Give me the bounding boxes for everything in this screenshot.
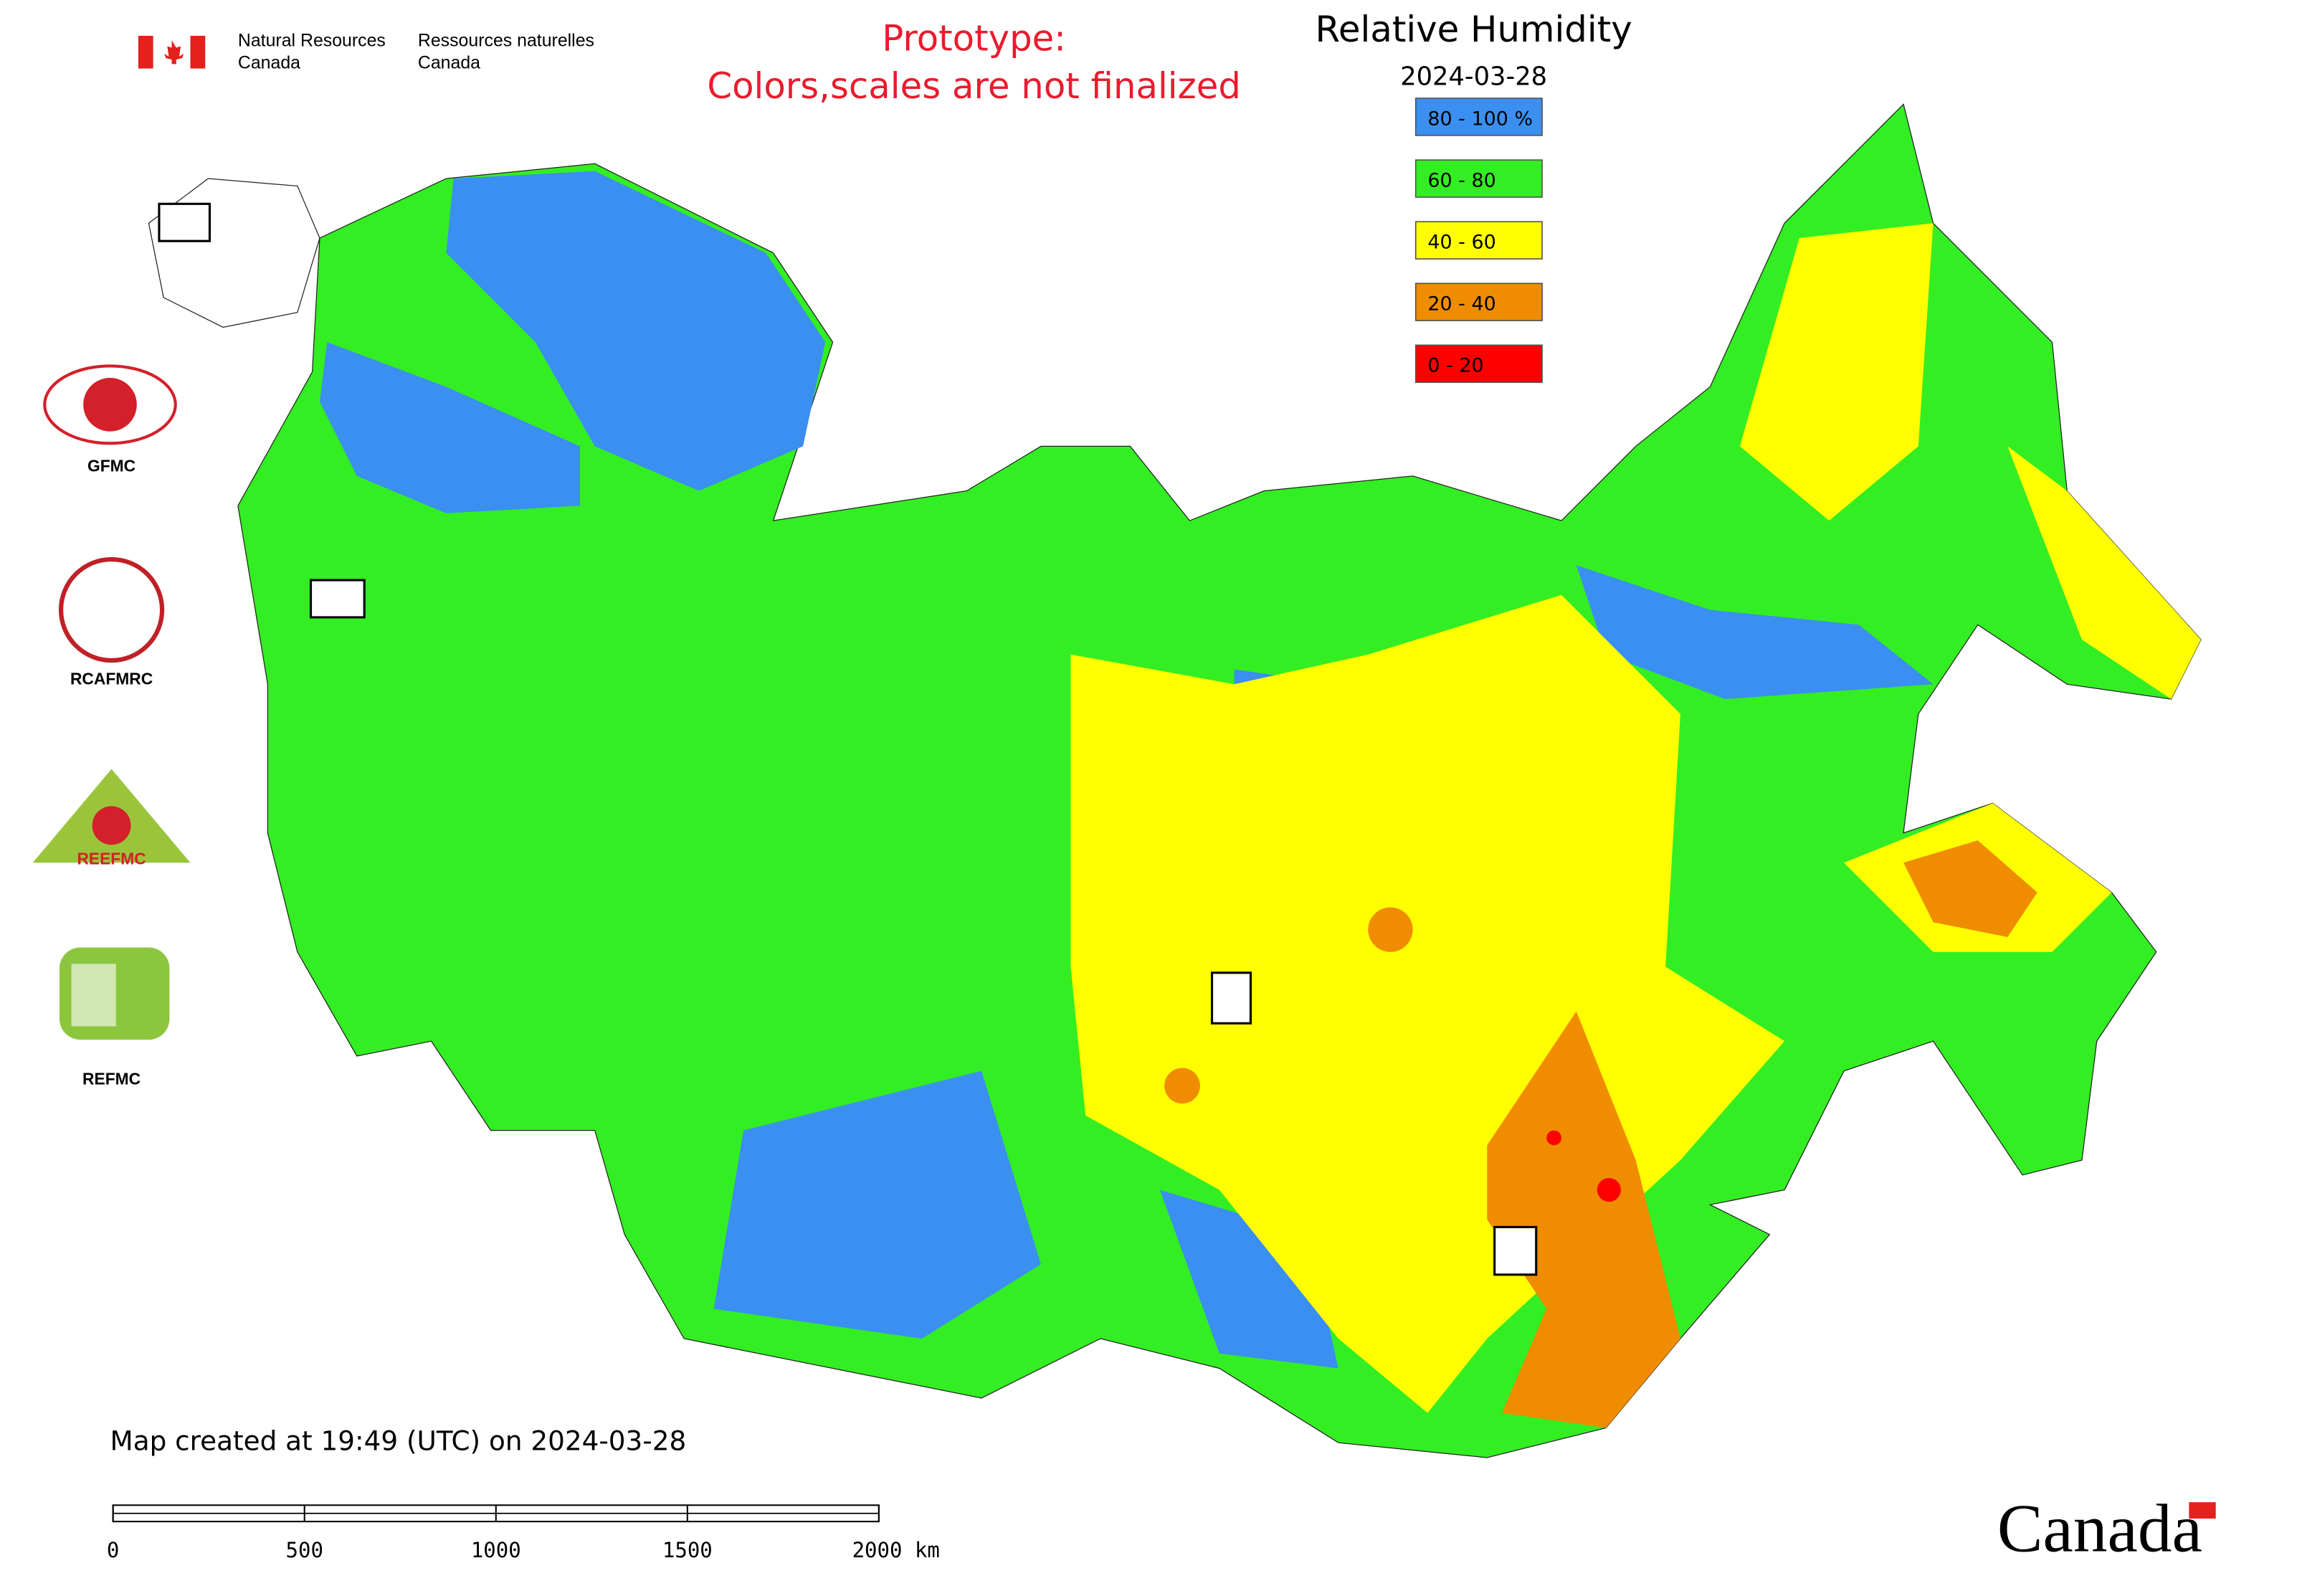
scale-label: 1500 <box>662 1538 713 1562</box>
center-marker <box>1210 972 1252 1025</box>
center-label: RCAFMRC <box>70 669 153 688</box>
region-blue <box>713 1070 1042 1339</box>
dept-fr: Ressources naturelles <box>418 30 594 50</box>
scale-label: 2000 km <box>852 1538 940 1562</box>
dept-en: Canada <box>238 53 300 73</box>
region-orange <box>1487 1011 1680 1428</box>
center-marker <box>309 579 366 619</box>
gfmc-logo <box>83 378 137 432</box>
center-label: REEFMC <box>77 849 146 868</box>
maple-leaf <box>164 40 184 65</box>
region-yellow <box>1739 223 1934 521</box>
scale-label: 0 <box>107 1538 119 1562</box>
legend-swatch <box>1414 344 1543 384</box>
legend-label: 20 - 40 <box>1427 293 1495 315</box>
legend-swatch <box>1414 221 1543 260</box>
scandinavia-outline <box>148 178 320 328</box>
map <box>148 103 2202 1458</box>
center-marker <box>1493 1225 1538 1276</box>
region-blue <box>446 171 826 491</box>
header: Natural Resources Canada Ressources natu… <box>138 18 1241 107</box>
reefmc-logo <box>92 806 131 845</box>
legend-label: 60 - 80 <box>1427 169 1495 191</box>
legend-swatch <box>1414 282 1543 321</box>
legend-swatch <box>1414 159 1543 198</box>
region-orange <box>1164 1068 1200 1104</box>
region-orange <box>1903 840 2037 937</box>
rcafmrc-logo <box>58 556 165 663</box>
center-logos: GFMC RCAFMRC REEFMC REFMC <box>32 364 191 1088</box>
region-red <box>1597 1177 1621 1202</box>
legend-label: 0 - 20 <box>1427 355 1483 377</box>
region-yellow <box>2007 446 2201 700</box>
legend: Relative Humidity 2024-03-28 80 - 100 % 6… <box>1316 9 1632 384</box>
region-blue <box>1576 565 1934 700</box>
legend-title: Relative Humidity <box>1316 9 1632 50</box>
canada-wordmark: Canada <box>1997 1491 2202 1567</box>
center-marker <box>158 202 211 242</box>
refmc-logo <box>71 964 116 1027</box>
region-orange <box>1368 907 1413 952</box>
scale-label: 500 <box>285 1538 323 1562</box>
center-label: REFMC <box>82 1069 141 1088</box>
legend-label: 80 - 100 % <box>1427 108 1533 130</box>
notice: Prototype: <box>882 18 1066 60</box>
legend-label: 40 - 60 <box>1427 232 1495 254</box>
wordmark-flag <box>2189 1502 2216 1519</box>
region-red <box>1546 1130 1562 1146</box>
created-note: Map created at 19:49 (UTC) on 2024-03-28 <box>110 1425 686 1457</box>
legend-swatch <box>1414 98 1543 136</box>
flag-bar <box>138 35 153 69</box>
legend-date: 2024-03-28 <box>1400 62 1547 91</box>
dept-fr: Canada <box>418 53 480 73</box>
scale-label: 1000 <box>471 1538 521 1562</box>
region-blue <box>319 342 580 513</box>
footer: Map created at 19:49 (UTC) on 2024-03-28… <box>107 1425 2216 1567</box>
center-label: GFMC <box>87 457 135 475</box>
legend-items: 80 - 100 % 60 - 80 40 - 60 20 - 40 0 - 20 <box>1414 98 1543 384</box>
notice: Colors,scales are not finalized <box>707 65 1241 107</box>
gfmc-logo <box>43 364 177 445</box>
dept-en: Natural Resources <box>238 30 386 50</box>
scale-bar: 0 500 1000 1500 2000 km <box>107 1504 940 1562</box>
flag-bar <box>190 35 206 69</box>
